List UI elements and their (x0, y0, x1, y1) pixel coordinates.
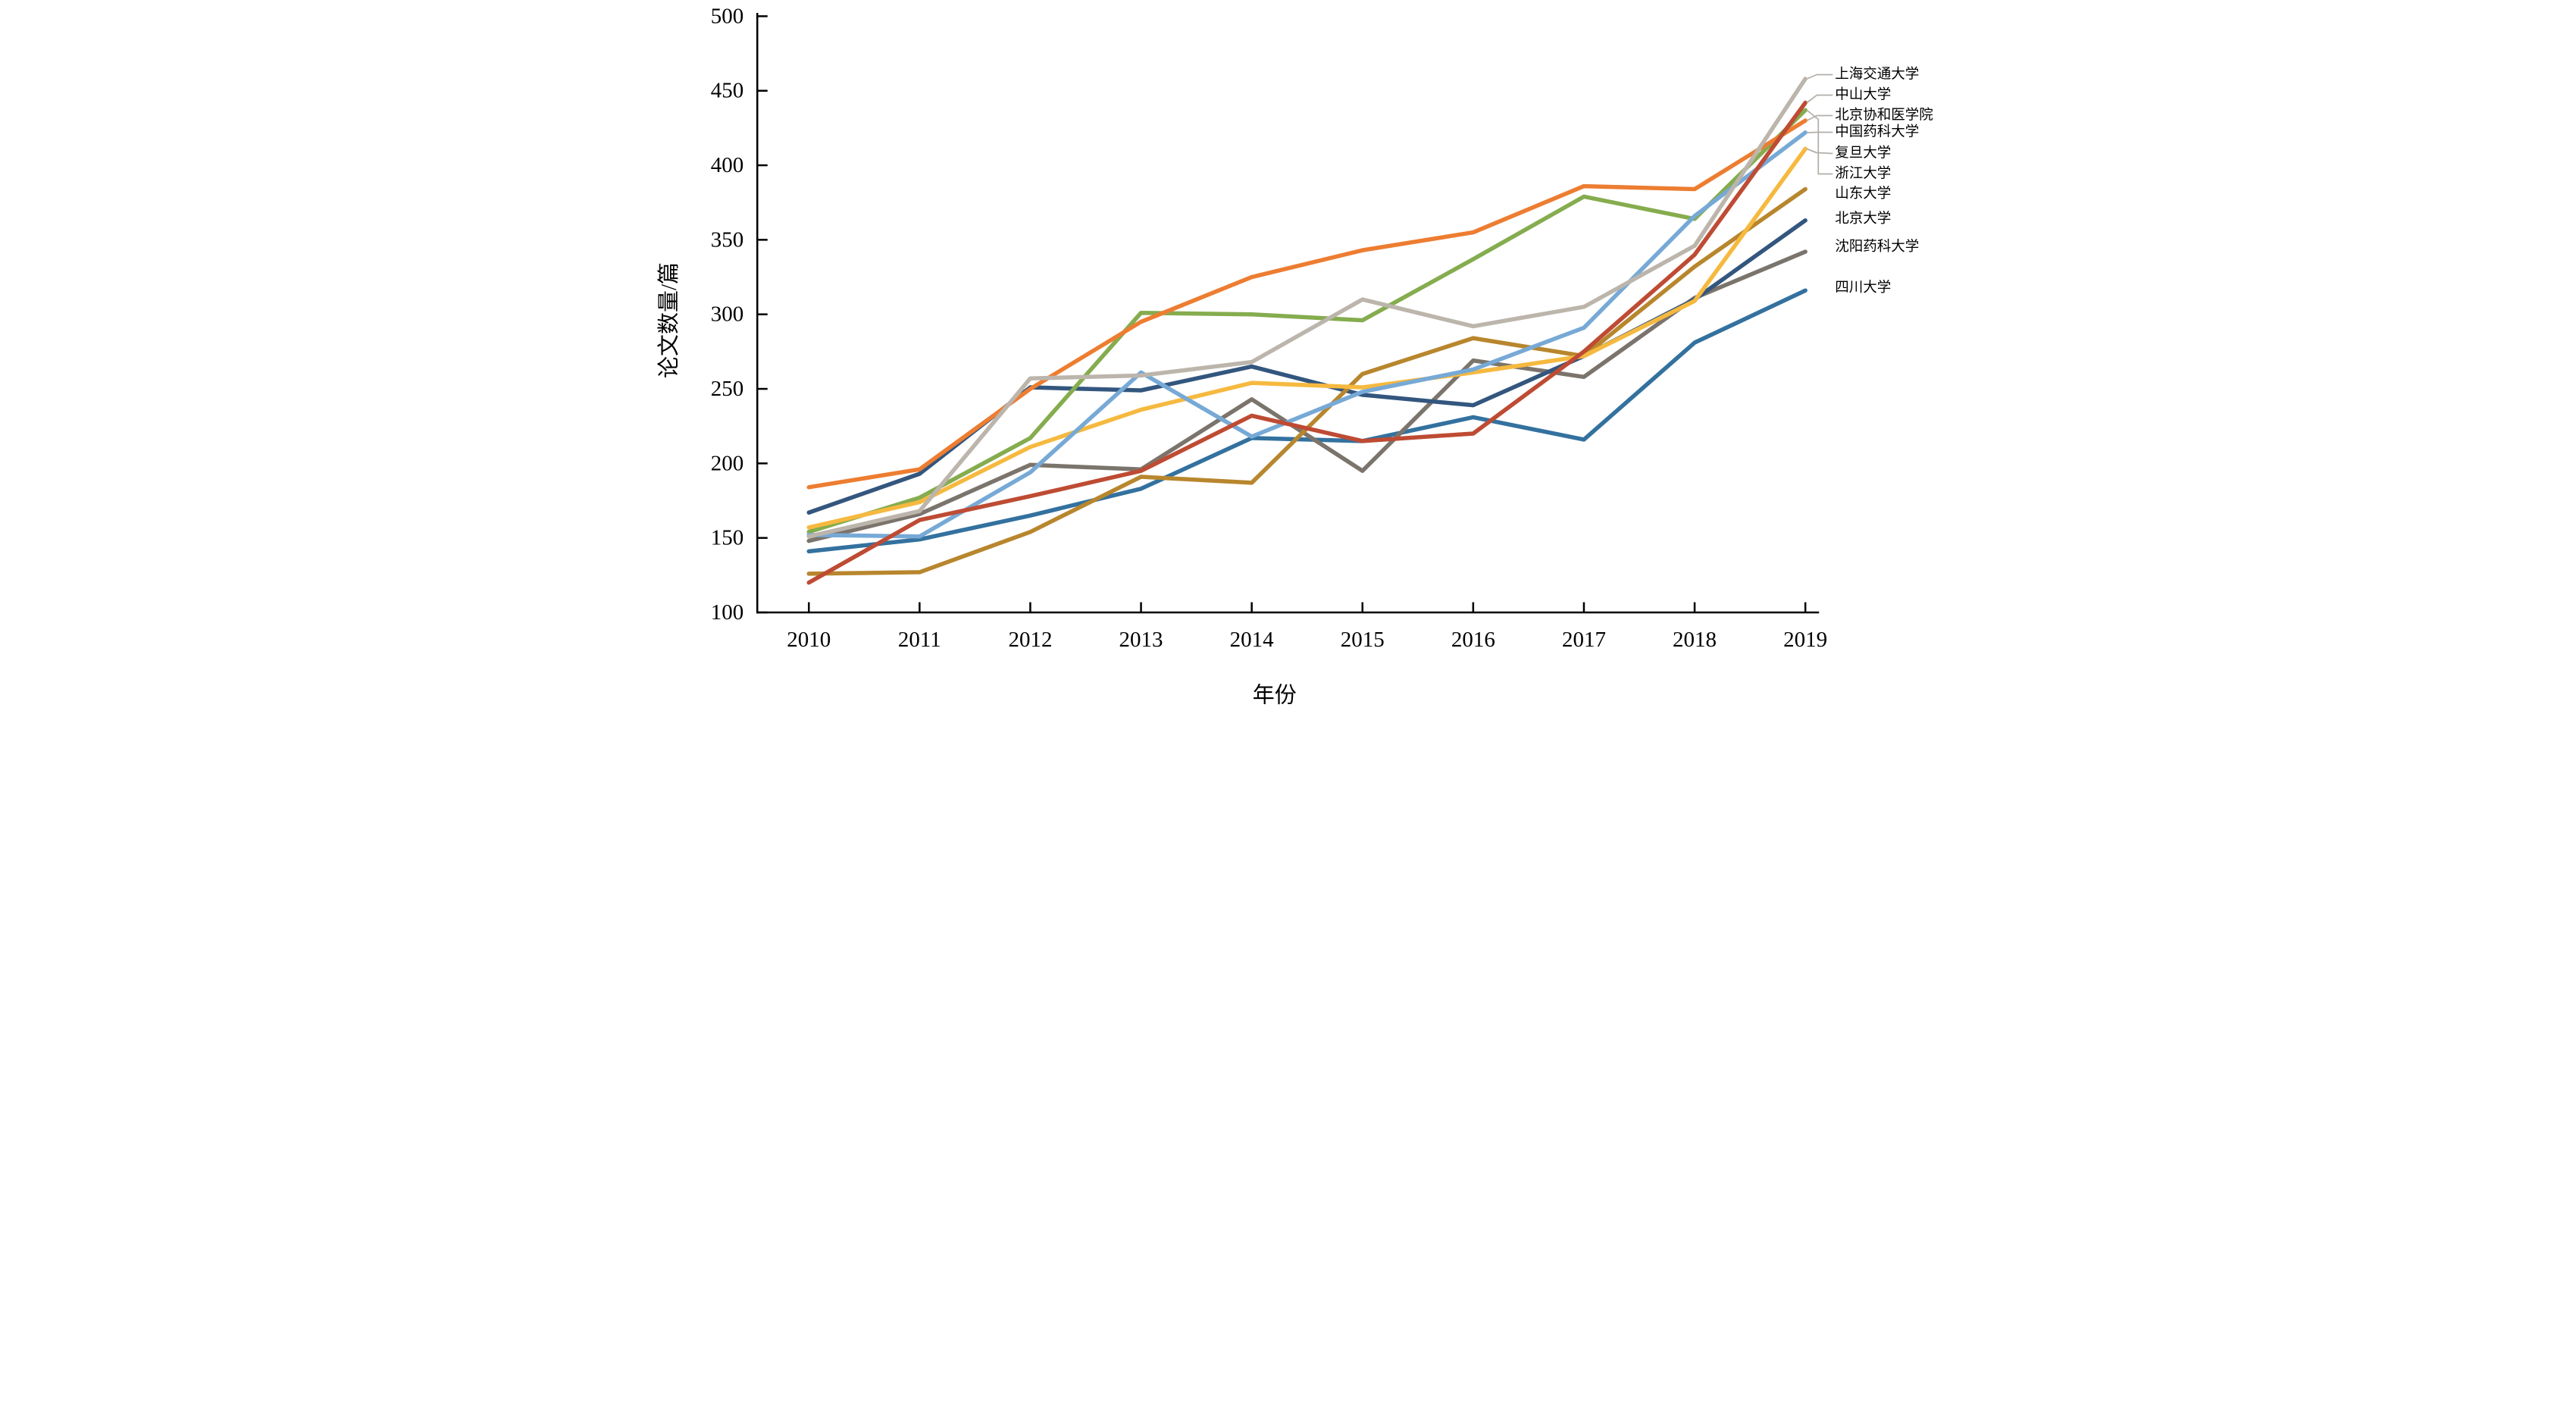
x-tick-label: 2013 (1119, 628, 1163, 652)
legend-label-北京大学: 北京大学 (1835, 211, 1891, 227)
series-line-复旦大学 (806, 146, 1808, 530)
x-tick-label: 2014 (1229, 628, 1274, 652)
legend-connector (1806, 114, 1833, 121)
series-line-中山大学 (806, 100, 1808, 585)
legend-label-沈阳药科大学: 沈阳药科大学 (1835, 239, 1919, 255)
series-line-中国药科大学 (806, 130, 1808, 539)
x-tick-label: 2017 (1561, 628, 1605, 652)
legend-connector (1806, 109, 1833, 175)
x-tick-label: 2018 (1673, 628, 1717, 652)
y-tick-label: 100 (710, 600, 743, 625)
legend-label-山东大学: 山东大学 (1835, 186, 1891, 202)
x-tick-label: 2016 (1451, 628, 1495, 652)
x-tick-label: 2010 (787, 628, 831, 652)
series-line-上海交通大学 (806, 77, 1808, 539)
y-tick-label: 200 (710, 451, 743, 475)
x-tick-label: 2019 (1783, 628, 1827, 652)
series-line-沈阳药科大学 (806, 249, 1808, 543)
legend-label-中山大学: 中山大学 (1835, 87, 1891, 103)
series-line-北京协和医学院 (806, 118, 1808, 490)
series-line-四川大学 (806, 288, 1808, 554)
legend-label-上海交通大学: 上海交通大学 (1835, 67, 1919, 83)
legend-label-浙江大学: 浙江大学 (1835, 166, 1891, 182)
legend-connector (1806, 94, 1833, 104)
y-tick-label: 400 (710, 153, 743, 177)
series-line-浙江大学 (806, 108, 1808, 534)
x-tick-label: 2011 (897, 628, 941, 652)
chart-container: 100 150 200 250 300 350 400 450 500 2010 2011 2012 2… (643, 0, 1933, 712)
papers-by-university-line-chart: 100 150 200 250 300 350 400 450 500 2010 2011 2012 2… (656, 4, 1933, 708)
legend-connector (1806, 74, 1833, 80)
legend-label-北京协和医学院: 北京协和医学院 (1835, 108, 1933, 124)
y-tick-label: 150 (710, 526, 743, 550)
y-tick-label: 350 (710, 227, 743, 252)
x-axis-title: 年份 (1252, 683, 1296, 708)
y-tick-label: 500 (710, 4, 743, 28)
y-tick-label: 300 (710, 302, 743, 327)
legend-label-复旦大学: 复旦大学 (1835, 146, 1891, 161)
y-axis-title: 论文数量/篇 (656, 262, 681, 378)
x-tick-label: 2012 (1008, 628, 1052, 652)
x-tick-label: 2015 (1340, 628, 1384, 652)
y-tick-label: 250 (710, 377, 743, 401)
legend-label-中国药科大学: 中国药科大学 (1835, 124, 1919, 140)
legend-label-四川大学: 四川大学 (1835, 280, 1891, 296)
y-tick-label: 450 (710, 79, 743, 103)
legend-connector (1806, 148, 1833, 155)
